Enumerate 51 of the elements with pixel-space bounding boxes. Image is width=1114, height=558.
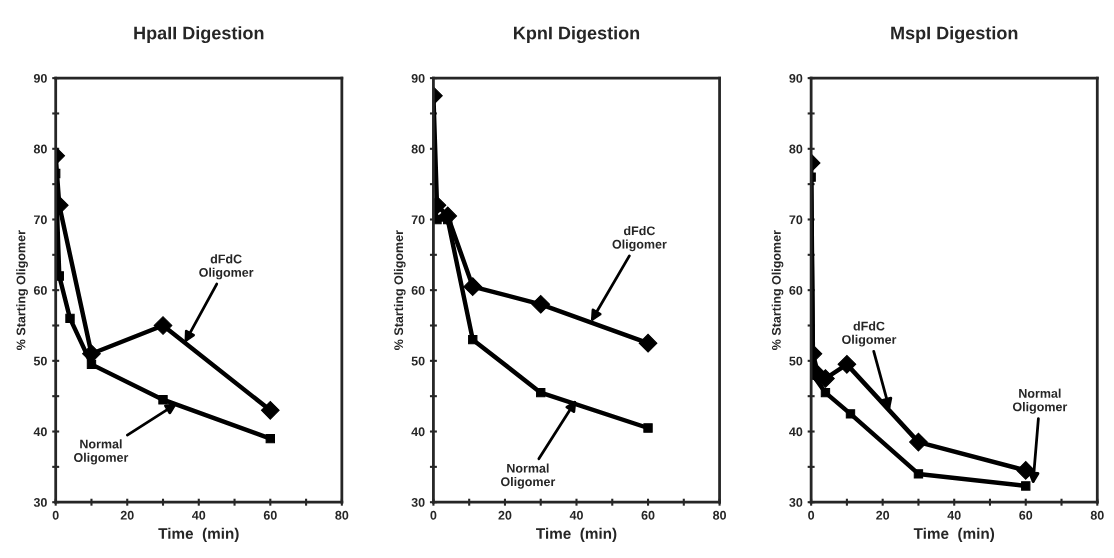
y-tick-label: 90 bbox=[33, 73, 47, 83]
annotation: dFdC Oligomer bbox=[612, 226, 667, 252]
y-axis-title: % Starting Oligomer bbox=[16, 230, 28, 350]
x-tick-label: 80 bbox=[1090, 510, 1104, 520]
y-tick-label: 60 bbox=[789, 285, 803, 295]
y-tick-label: 40 bbox=[789, 427, 803, 437]
y-tick-label: 40 bbox=[411, 427, 425, 437]
annotation: Normal Oligomer bbox=[1012, 388, 1068, 414]
y-tick-label: 40 bbox=[33, 427, 47, 437]
y-tick-label: 50 bbox=[33, 356, 47, 366]
y-tick-label: 90 bbox=[411, 73, 425, 83]
annotation: Normal Oligomer bbox=[500, 463, 556, 489]
y-tick-label: 30 bbox=[33, 498, 47, 507]
x-tick-label: 20 bbox=[120, 510, 134, 520]
y-tick-label: 70 bbox=[789, 215, 803, 225]
y-tick-label: 90 bbox=[789, 73, 803, 83]
x-tick-label: 0 bbox=[808, 510, 815, 520]
x-axis-title: Time (min) bbox=[913, 527, 995, 542]
y-axis-title: % Starting Oligomer bbox=[393, 230, 406, 350]
x-tick-label: 20 bbox=[498, 510, 512, 520]
x-axis-title: Time (min) bbox=[536, 527, 617, 542]
x-tick-label: 60 bbox=[1019, 510, 1033, 520]
x-tick-label: 40 bbox=[947, 510, 961, 520]
y-tick-label: 60 bbox=[33, 285, 47, 295]
x-tick-label: 20 bbox=[876, 510, 890, 520]
x-tick-label: 60 bbox=[263, 510, 277, 520]
annotation: dFdC Oligomer bbox=[199, 254, 254, 280]
chart-title: HpaII Digestion bbox=[134, 26, 264, 44]
y-tick-label: 60 bbox=[411, 285, 425, 295]
chart-title: MspI Digestion bbox=[891, 26, 1018, 44]
x-tick-label: 80 bbox=[713, 510, 727, 520]
y-tick-label: 80 bbox=[411, 144, 425, 154]
x-tick-label: 40 bbox=[569, 510, 583, 520]
y-tick-label: 70 bbox=[411, 215, 425, 225]
x-tick-label: 40 bbox=[192, 510, 206, 520]
x-tick-label: 80 bbox=[335, 510, 349, 520]
annotation: dFdC Oligomer bbox=[842, 321, 897, 347]
x-axis-title: Time (min) bbox=[158, 527, 239, 542]
y-tick-label: 30 bbox=[411, 498, 425, 507]
y-tick-label: 80 bbox=[789, 144, 803, 154]
chart-title: KpnI Digestion bbox=[514, 26, 640, 44]
x-tick-label: 0 bbox=[430, 510, 437, 520]
y-tick-label: 50 bbox=[789, 356, 803, 366]
y-tick-label: 50 bbox=[411, 356, 425, 366]
annotation: Normal Oligomer bbox=[74, 439, 129, 465]
x-tick-label: 60 bbox=[641, 510, 655, 520]
x-tick-label: 0 bbox=[52, 510, 59, 520]
y-tick-label: 70 bbox=[34, 215, 47, 225]
y-tick-label: 80 bbox=[33, 144, 47, 154]
y-tick-label: 30 bbox=[789, 498, 803, 507]
y-axis-title: % Starting Oligomer bbox=[771, 230, 784, 350]
